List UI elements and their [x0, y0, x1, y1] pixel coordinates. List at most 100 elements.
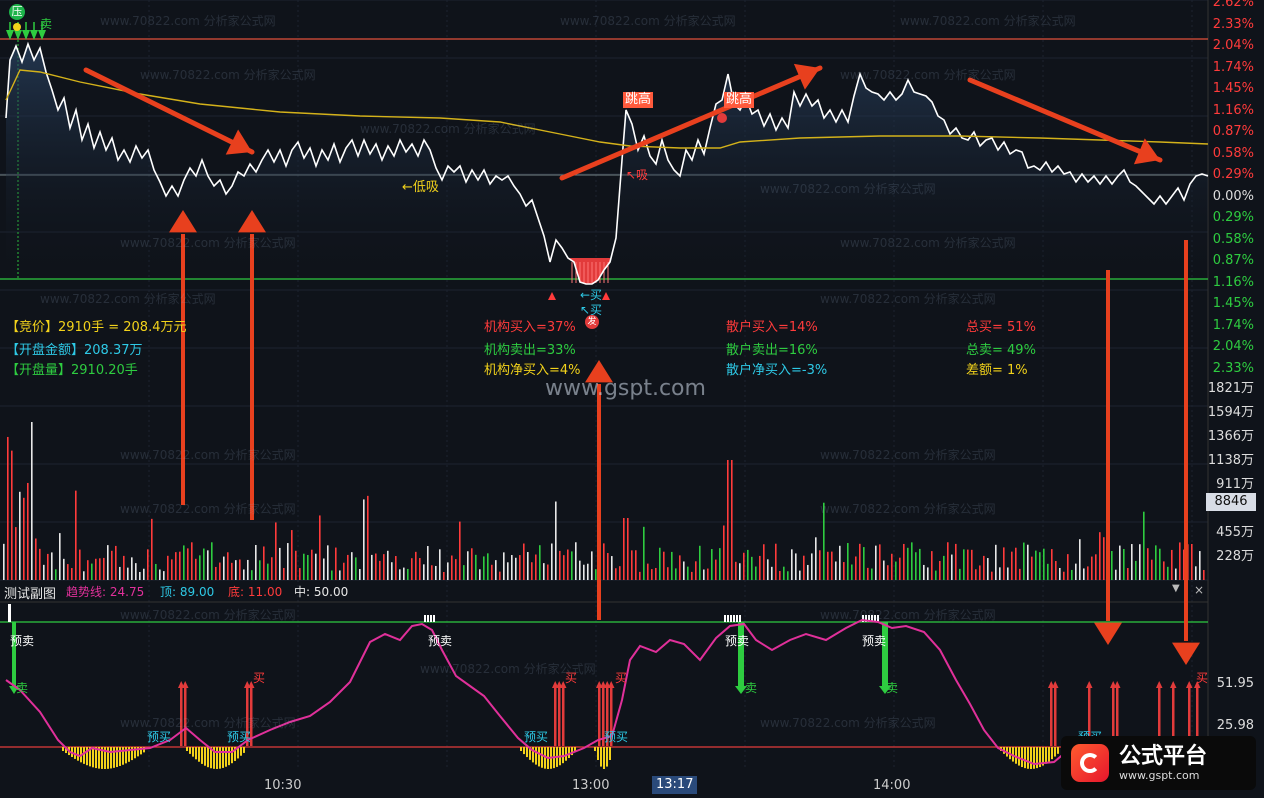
annotation-arrowhead	[1094, 622, 1122, 645]
volume-bar	[707, 568, 709, 580]
sub-yellow-bar	[219, 747, 221, 769]
close-icon[interactable]: ×	[1194, 583, 1205, 597]
buy-label: 买	[565, 671, 578, 685]
volume-bar	[983, 555, 985, 580]
time-label: 14:00	[873, 778, 911, 793]
cursor-time-label: 13:17	[652, 776, 698, 794]
volume-bar	[123, 555, 125, 580]
price-axis-tick: 1.74%	[1212, 317, 1254, 333]
gspt-logo: 公式平台 www.gspt.com	[1061, 736, 1256, 790]
volume-bar	[7, 436, 9, 580]
sell-arrow-icon	[22, 30, 30, 40]
sub-yellow-bar	[1015, 747, 1017, 764]
annotation-arrowhead	[1172, 642, 1200, 665]
volume-bar	[1103, 537, 1105, 580]
sell-arrow-icon	[30, 30, 38, 40]
sub-sell-arrow-icon	[879, 686, 891, 694]
volume-bar	[455, 559, 457, 580]
annotation-arrowhead	[1133, 138, 1160, 165]
sub-yellow-bar	[609, 747, 611, 760]
open-amount-info: 【开盘金额】208.37万	[6, 343, 143, 358]
sub-yellow-bar	[529, 747, 531, 760]
collapse-icon[interactable]: ▼	[1172, 583, 1180, 594]
sub-white-bar	[724, 615, 726, 622]
volume-bar	[407, 568, 409, 580]
retail-net-stat: 散户净买入=-3%	[726, 363, 828, 378]
volume-bar	[1127, 568, 1129, 580]
volume-bar	[395, 556, 397, 580]
volume-bar	[931, 551, 933, 580]
volume-bar	[119, 566, 121, 580]
sub-yellow-bar	[1057, 747, 1059, 754]
volume-bar	[267, 563, 269, 580]
volume-bar	[1079, 539, 1081, 580]
volume-bar	[199, 555, 201, 580]
sub-yellow-bar	[131, 747, 133, 761]
watermark: www.70822.com 分析家公式网	[760, 182, 936, 196]
buy-label: 买	[1196, 671, 1209, 685]
watermark: www.70822.com 分析家公式网	[120, 608, 296, 622]
volume-bar	[907, 547, 909, 580]
volume-bar	[971, 549, 973, 580]
volume-bar	[519, 555, 521, 580]
fa-badge: 发	[585, 315, 599, 329]
volume-bar	[3, 543, 5, 580]
volume-bar	[899, 557, 901, 580]
volume-bar	[479, 569, 481, 580]
volume-bar	[323, 558, 325, 580]
price-axis-tick: 2.62%	[1212, 0, 1254, 10]
volume-bar	[691, 571, 693, 580]
buy-label: 买	[615, 671, 628, 685]
volume-bar	[875, 545, 877, 580]
sub-yellow-bar	[65, 747, 67, 754]
inst-sell-stat: 机构卖出=33%	[484, 343, 576, 358]
volume-bar	[295, 550, 297, 580]
sub-white-bar	[733, 615, 735, 622]
volume-bar	[1087, 566, 1089, 580]
volume-bar	[399, 569, 401, 580]
volume-bar	[1075, 563, 1077, 580]
volume-axis-tick: 455万	[1216, 525, 1254, 540]
volume-bar	[403, 567, 405, 580]
volume-bar	[555, 501, 557, 580]
sub-sell-bar	[14, 622, 16, 686]
sub-white-bar	[865, 615, 867, 622]
sub-chart-header: 测试副图 趋势线: 24.75 顶: 89.00 底: 11.00 中: 50.…	[0, 583, 1210, 602]
sub-title[interactable]: 测试副图	[4, 587, 57, 602]
volume-bar	[163, 571, 165, 580]
volume-bar	[1175, 568, 1177, 580]
volume-bar	[751, 556, 753, 580]
sub-buy-arrow-icon	[1114, 681, 1121, 688]
volume-bar	[1135, 560, 1137, 580]
volume-bar	[615, 568, 617, 580]
volume-bar	[43, 564, 45, 580]
volume-bar	[463, 565, 465, 580]
volume-bar	[103, 557, 105, 580]
volume-bar	[975, 569, 977, 580]
time-label: 13:00	[572, 778, 610, 793]
volume-bar	[571, 551, 573, 580]
pre-buy-label: 预买	[147, 730, 172, 744]
volume-bar	[607, 553, 609, 580]
price-area	[6, 44, 1208, 284]
volume-bar	[99, 558, 101, 580]
sub-yellow-bar	[1021, 747, 1023, 768]
volume-bar	[363, 499, 365, 580]
volume-bar	[659, 547, 661, 580]
volume-bar	[439, 549, 441, 580]
volume-bar	[31, 422, 33, 580]
volume-bar	[775, 543, 777, 580]
volume-bar	[291, 530, 293, 580]
volume-bar	[879, 544, 881, 580]
volume-bar	[35, 538, 37, 580]
sub-yellow-bar	[192, 747, 194, 757]
sub-buy-bar	[246, 686, 249, 746]
sub-yellow-bar	[1012, 747, 1014, 762]
volume-bar	[179, 551, 181, 580]
sub-yellow-bar	[77, 747, 79, 761]
pre-sell-label: 预卖	[862, 634, 887, 648]
sub-yellow-bar	[1033, 747, 1035, 769]
volume-bar	[219, 562, 221, 580]
sub-yellow-bar	[1024, 747, 1026, 769]
